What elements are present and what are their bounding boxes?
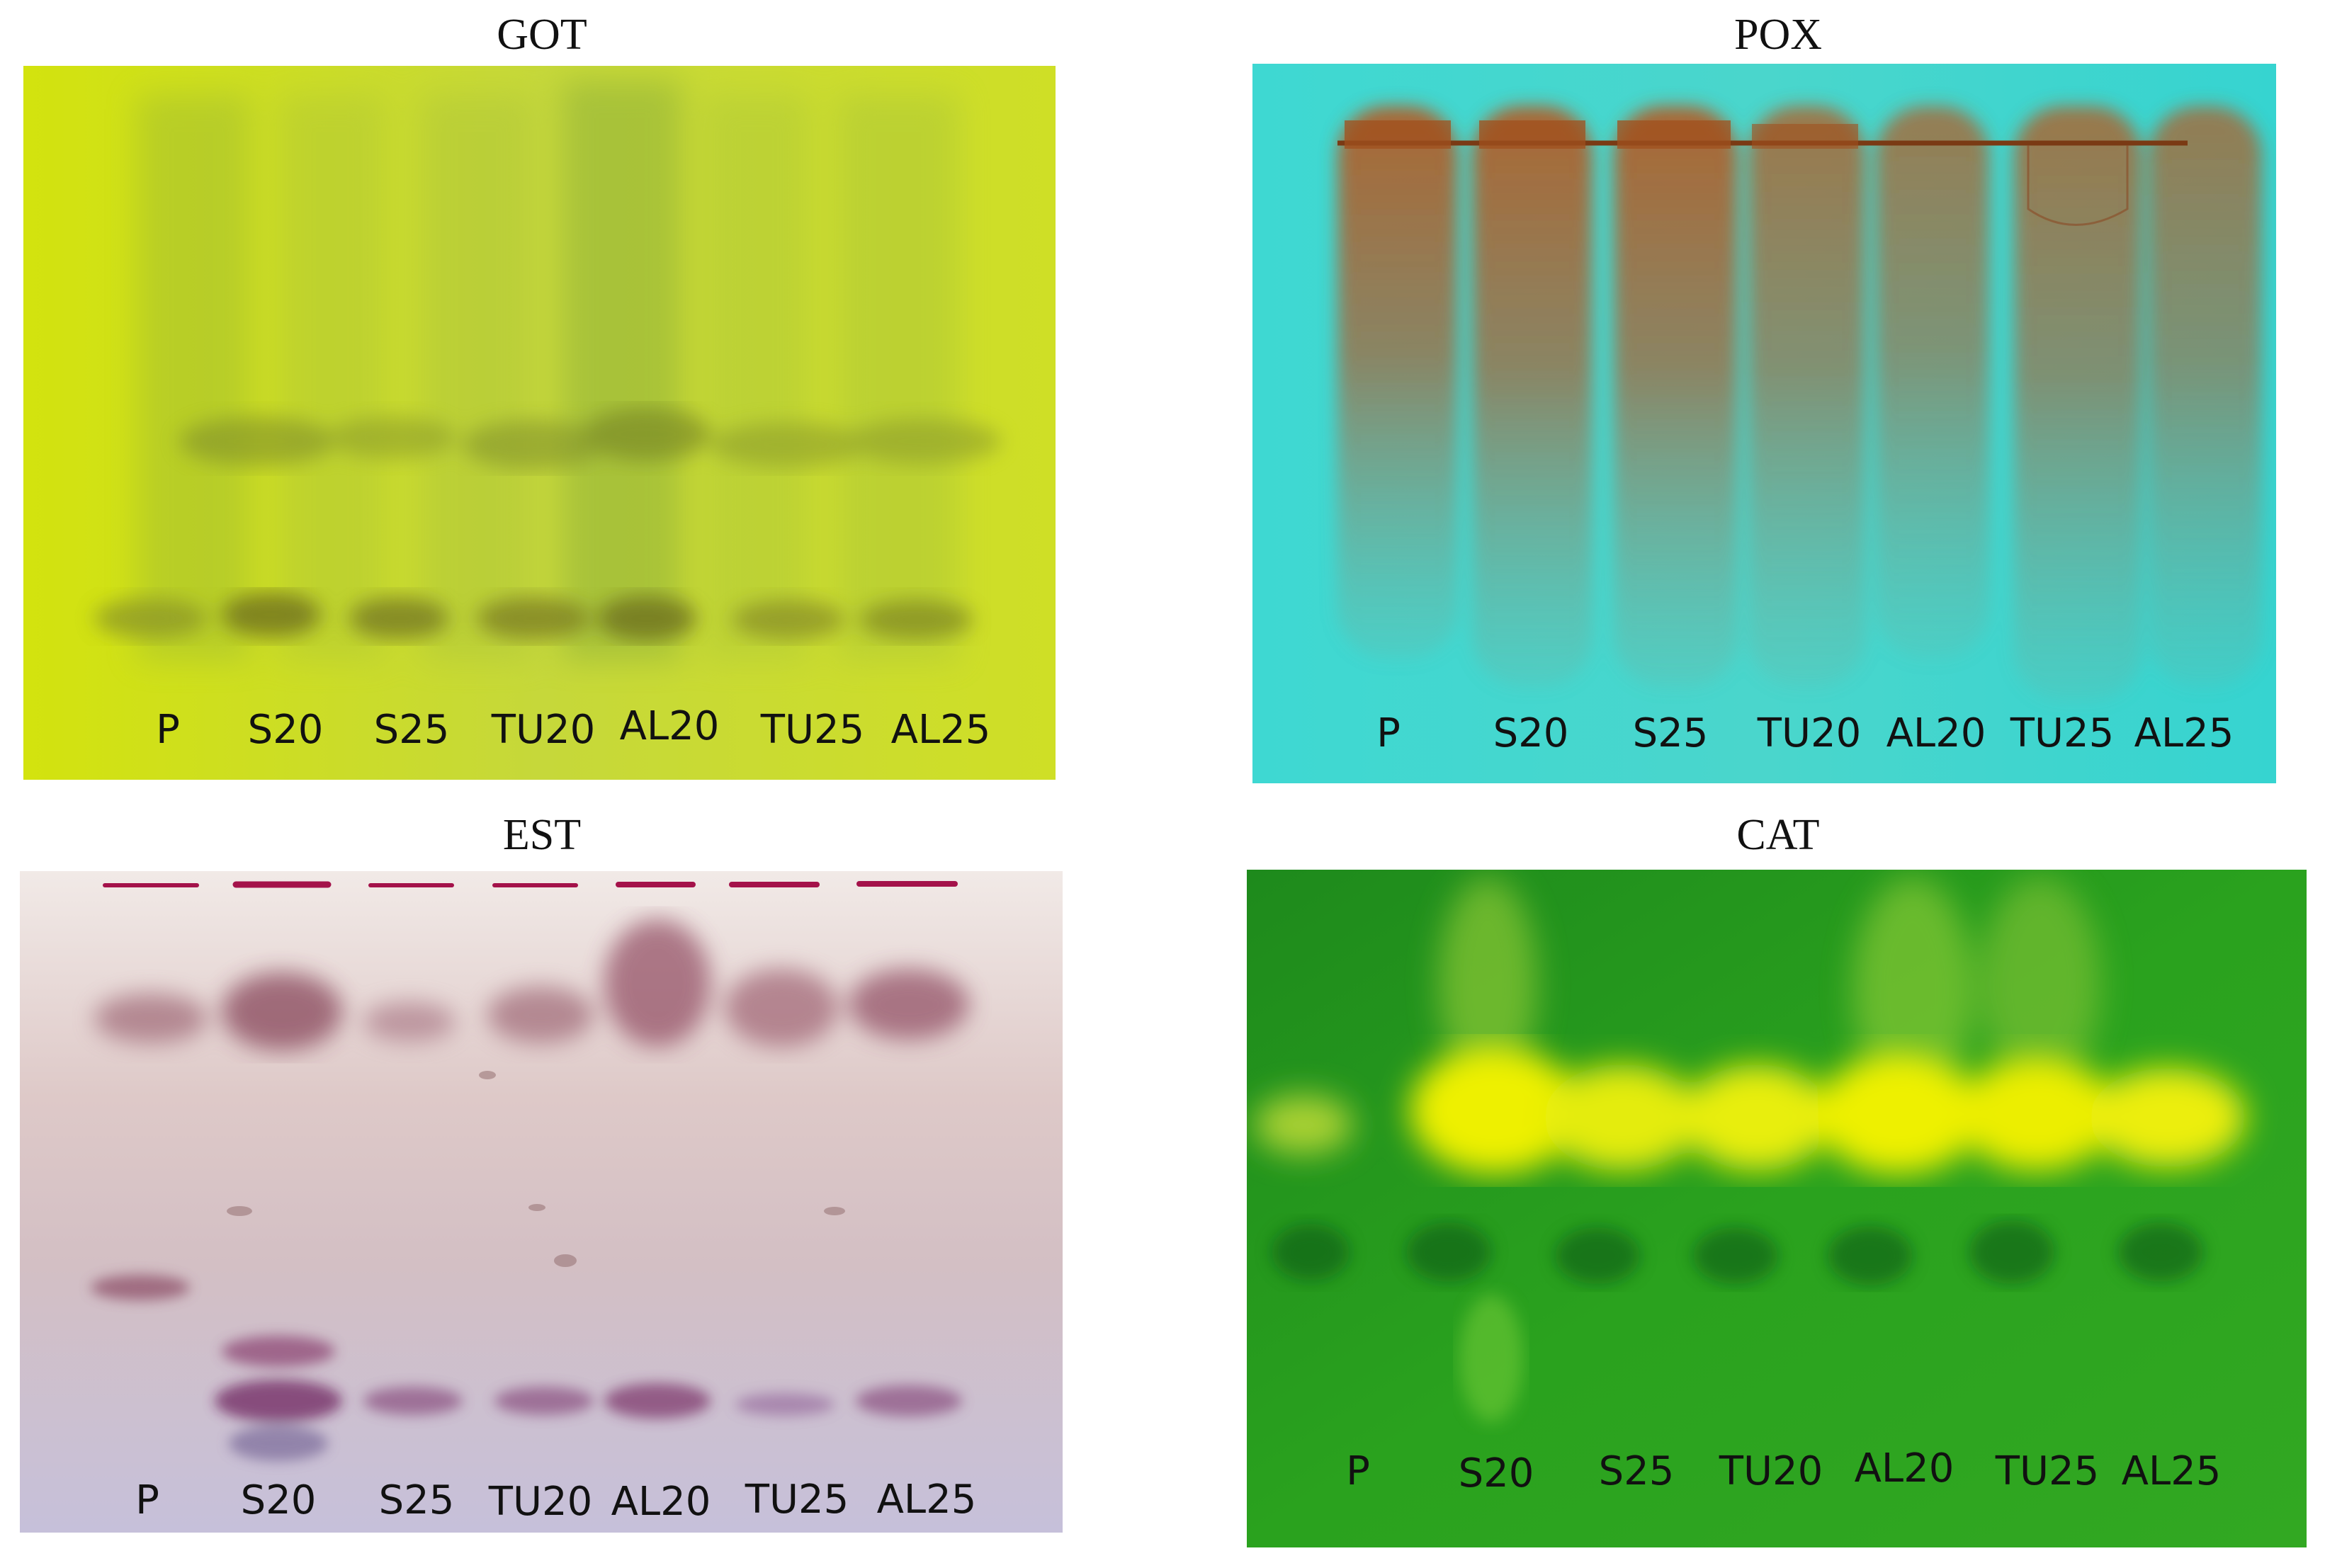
lane-label: TU20 — [1719, 1448, 1823, 1494]
lane-label: S25 — [373, 707, 450, 753]
lane-label: S20 — [1493, 710, 1569, 756]
lane-label: P — [156, 707, 180, 753]
lane-label: TU20 — [488, 1479, 593, 1525]
lane-label: AL20 — [611, 1479, 711, 1525]
gel-image-est: P S20 S25 TU20 AL20 TU25 AL25 — [20, 863, 1063, 1533]
lane-label: AL20 — [1854, 1445, 1955, 1492]
lane-label: AL25 — [890, 707, 991, 753]
lane-label: TU25 — [1995, 1448, 2100, 1494]
panel-title-pox: POX — [1733, 11, 1823, 59]
lane-label: P — [135, 1477, 159, 1523]
panel-title-est: EST — [502, 811, 582, 859]
lane-label: AL20 — [619, 703, 720, 749]
lane-label: S25 — [1632, 710, 1709, 756]
lane-label: P — [1376, 710, 1401, 756]
lane-label: S25 — [1598, 1448, 1675, 1494]
lane-label: TU25 — [745, 1477, 849, 1523]
gel-image-pox: P S20 S25 TU20 AL20 TU25 AL25 — [1252, 64, 2276, 783]
gel-image-cat: P S20 S25 TU20 AL20 TU25 AL25 — [1247, 870, 2307, 1547]
lane-label: AL20 — [1886, 710, 1986, 756]
lane-label: P — [1346, 1448, 1370, 1494]
lane-label: S20 — [240, 1477, 317, 1523]
lane-label: TU25 — [760, 707, 865, 753]
gel-image-got: P S20 S25 TU20 AL20 TU25 AL25 — [23, 66, 1056, 780]
lane-label: AL25 — [2134, 710, 2234, 756]
lane-label: TU25 — [2010, 710, 2115, 756]
lane-label: S25 — [378, 1477, 455, 1523]
lane-label: S20 — [1458, 1450, 1534, 1496]
lane-label: S20 — [247, 707, 324, 753]
lane-label: TU20 — [1757, 710, 1862, 756]
panel-title-cat: CAT — [1736, 811, 1820, 859]
panel-title-got: GOT — [497, 11, 587, 59]
lane-label: AL25 — [876, 1477, 977, 1523]
lane-label: TU20 — [491, 707, 596, 753]
lane-label: AL25 — [2121, 1448, 2222, 1494]
